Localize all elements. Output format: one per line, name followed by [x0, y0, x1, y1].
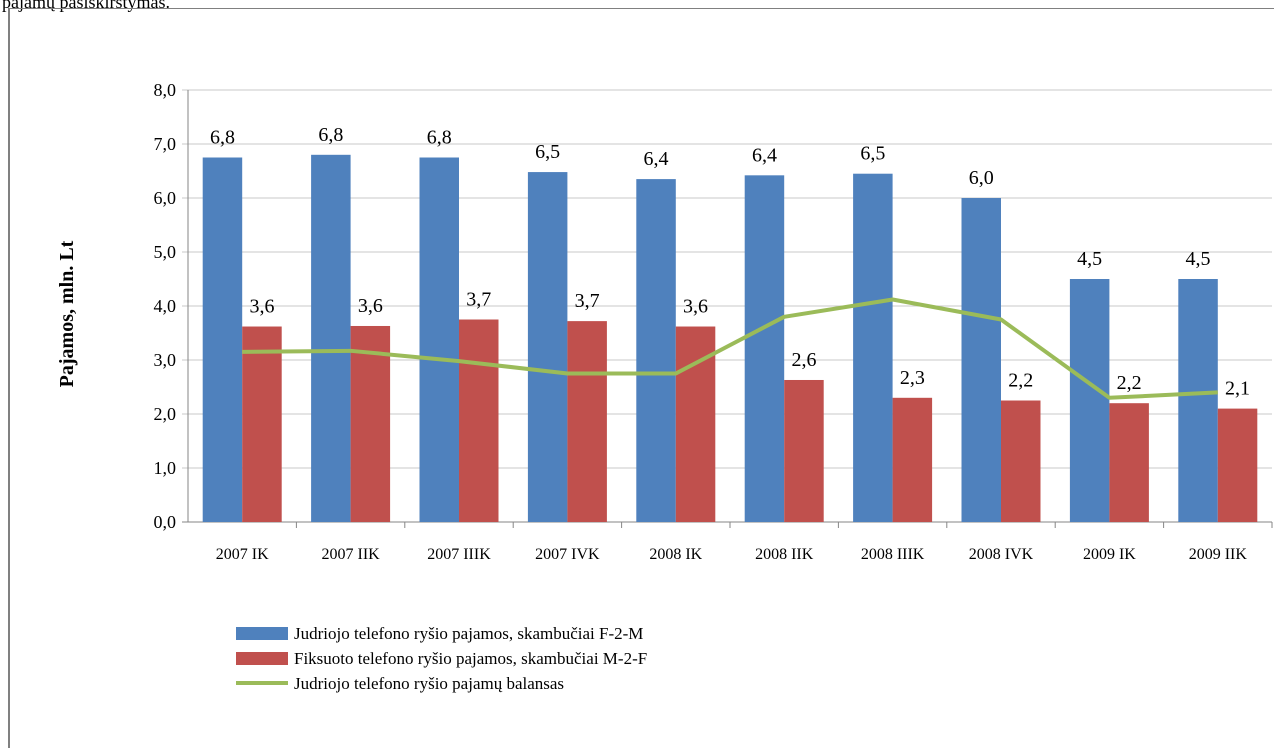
- balance-line: [242, 297, 1218, 400]
- x-category-label: 2007 IIK: [321, 546, 380, 563]
- data-label: 3,7: [575, 290, 600, 312]
- y-tick-label: 8,0: [154, 80, 177, 100]
- x-category-label: 2009 IK: [1083, 546, 1136, 563]
- bar-fixed: [784, 379, 824, 522]
- legend-label: Judriojo telefono ryšio pajamų balansas: [294, 674, 564, 693]
- y-tick-label: 2,0: [154, 404, 177, 424]
- bar-mobile: [311, 154, 351, 523]
- x-category-label: 2008 IIIK: [861, 546, 925, 563]
- data-label: 6,5: [860, 143, 885, 165]
- data-label: 6,8: [427, 127, 452, 149]
- balance-line-path: [242, 297, 1218, 400]
- bar-fixed: [1109, 403, 1149, 522]
- bars: [202, 154, 1258, 523]
- data-label: 3,6: [249, 296, 274, 318]
- bar-mobile: [853, 173, 893, 522]
- y-tick-label: 3,0: [154, 350, 177, 370]
- y-axis-label: Pajamos, mln. Lt: [56, 240, 78, 387]
- bar-fixed: [675, 326, 716, 522]
- legend-label: Fiksuoto telefono ryšio pajamos, skambuč…: [294, 649, 647, 668]
- x-category-label: 2009 IIK: [1189, 546, 1248, 563]
- data-label: 6,8: [318, 124, 343, 146]
- x-category-label: 2007 IVK: [535, 546, 600, 563]
- bar-fixed: [567, 321, 607, 522]
- x-category-label: 2008 IIK: [755, 546, 814, 563]
- page-intro-text: pajamų pasiskirstymas.: [2, 0, 170, 12]
- legend: Judriojo telefono ryšio pajamos, skambuč…: [236, 624, 647, 693]
- y-tick-label: 6,0: [154, 188, 177, 208]
- data-label: 2,2: [1117, 372, 1142, 394]
- bar-mobile: [961, 198, 1001, 522]
- data-label: 6,8: [210, 127, 235, 149]
- data-label: 3,6: [358, 295, 383, 317]
- bar-fixed: [350, 325, 391, 522]
- x-category-label: 2008 IVK: [969, 546, 1034, 563]
- y-tick-label: 4,0: [154, 296, 177, 316]
- bar-fixed: [892, 397, 933, 522]
- legend-swatch-mobile: [236, 627, 288, 640]
- y-tick-label: 5,0: [154, 242, 177, 262]
- bar-mobile: [744, 175, 785, 522]
- bar-mobile: [419, 157, 459, 522]
- bar-mobile: [1069, 279, 1110, 522]
- data-label: 2,3: [900, 367, 925, 389]
- bar-fixed: [1217, 408, 1258, 522]
- bar-fixed: [1001, 400, 1041, 522]
- data-label: 6,0: [969, 167, 994, 189]
- bar-mobile: [527, 172, 568, 522]
- y-axis-ticks: 0,0 1,0 2,0 3,0 4,0 5,0 6,0 7,0 8,0: [154, 80, 177, 532]
- data-labels: 6,8 3,6 6,8 3,6 6,8 3,7 6,5 3,7 6,4 3,6 6,4 2,6 6,5 2…: [210, 124, 1250, 400]
- data-label: 2,1: [1225, 378, 1250, 400]
- y-tick-label: 7,0: [154, 134, 177, 154]
- data-label: 6,4: [752, 144, 777, 166]
- data-label: 2,2: [1008, 370, 1033, 392]
- bar-fixed: [459, 319, 499, 522]
- y-tick-label: 0,0: [154, 512, 177, 532]
- chart-frame: [8, 8, 1274, 748]
- data-label: 4,5: [1186, 248, 1211, 270]
- bar-mobile: [636, 179, 676, 522]
- data-label: 6,5: [535, 141, 560, 163]
- y-tick-label: 1,0: [154, 458, 177, 478]
- bar-mobile: [1178, 279, 1218, 522]
- legend-label: Judriojo telefono ryšio pajamos, skambuč…: [294, 624, 643, 643]
- x-category-label: 2007 IIIK: [427, 546, 491, 563]
- data-label: 6,4: [644, 148, 669, 170]
- bar-mobile: [202, 157, 243, 522]
- legend-swatch-fixed: [236, 652, 288, 665]
- data-label: 3,6: [683, 296, 708, 318]
- bar-fixed: [242, 326, 282, 522]
- data-label: 2,6: [791, 349, 816, 371]
- x-category-label: 2008 IK: [649, 546, 702, 563]
- x-category-label: 2007 IK: [216, 546, 269, 563]
- data-label: 3,7: [466, 289, 491, 311]
- x-axis-categories: 2007 IK 2007 IIK 2007 IIIK 2007 IVK 2008 IK 2…: [216, 546, 1248, 563]
- data-label: 4,5: [1077, 248, 1102, 270]
